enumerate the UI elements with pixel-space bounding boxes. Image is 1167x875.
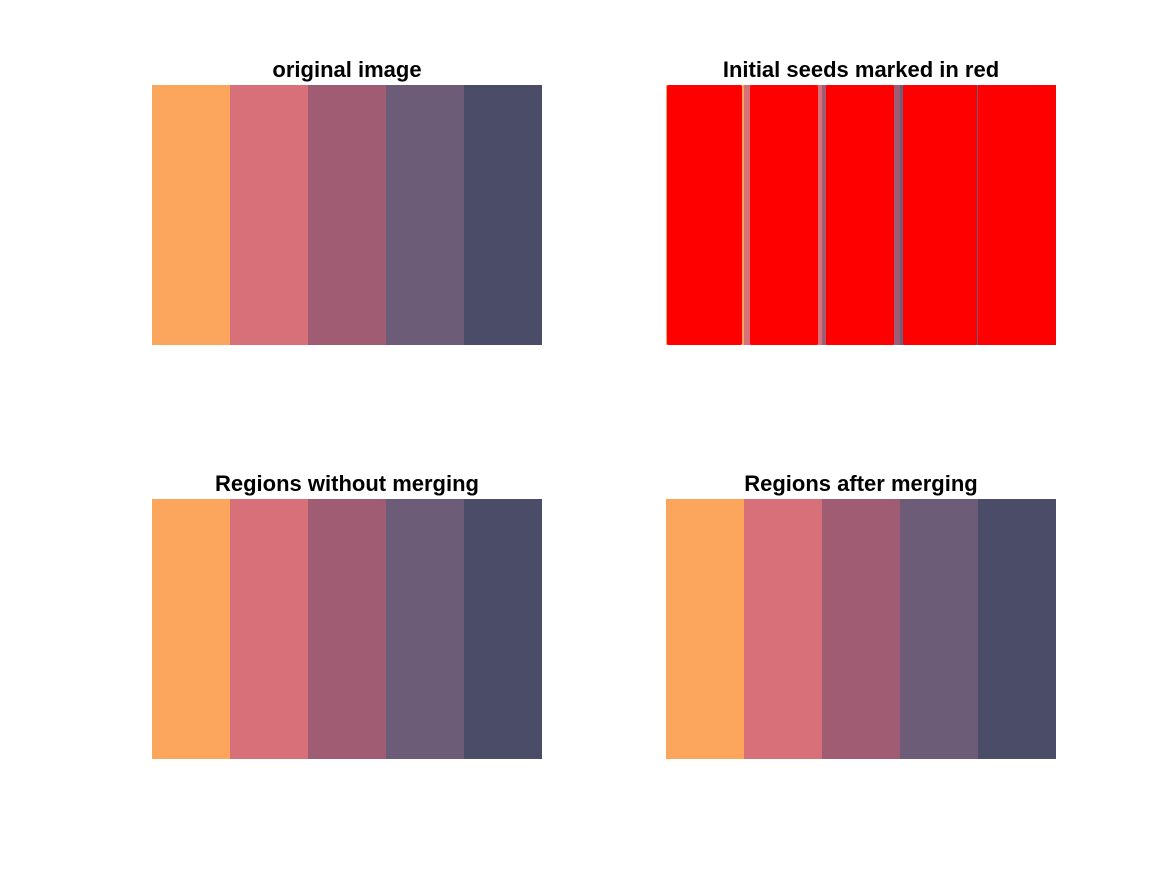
color-stripe-2 xyxy=(230,85,308,345)
seed-region-2 xyxy=(750,85,818,345)
region-stripe-2 xyxy=(744,499,822,759)
seed-region-3 xyxy=(826,85,894,345)
region-stripe-2 xyxy=(230,499,308,759)
seeds-image-plot xyxy=(666,85,1056,345)
color-stripe-3 xyxy=(308,85,386,345)
seed-region-4 xyxy=(903,85,977,345)
region-stripe-1 xyxy=(666,499,744,759)
panel-title: Initial seeds marked in red xyxy=(722,57,1000,82)
region-stripe-4 xyxy=(900,499,978,759)
regions-after-merging-plot xyxy=(666,499,1056,759)
panel-title: Regions without merging xyxy=(215,471,479,496)
region-stripe-3 xyxy=(822,499,900,759)
color-stripe-1 xyxy=(152,85,230,345)
panel-title: Regions after merging xyxy=(744,471,978,496)
regions-without-merging-plot xyxy=(152,499,542,759)
region-stripe-5 xyxy=(464,499,542,759)
color-stripe-5 xyxy=(464,85,542,345)
original-image-plot xyxy=(152,85,542,345)
region-stripe-1 xyxy=(152,499,230,759)
region-stripe-3 xyxy=(308,499,386,759)
region-stripe-5 xyxy=(978,499,1056,759)
seed-region-1 xyxy=(667,85,742,345)
seed-region-5 xyxy=(978,85,1056,345)
color-stripe-4 xyxy=(386,85,464,345)
panel-title: original image xyxy=(272,57,422,82)
region-stripe-4 xyxy=(386,499,464,759)
